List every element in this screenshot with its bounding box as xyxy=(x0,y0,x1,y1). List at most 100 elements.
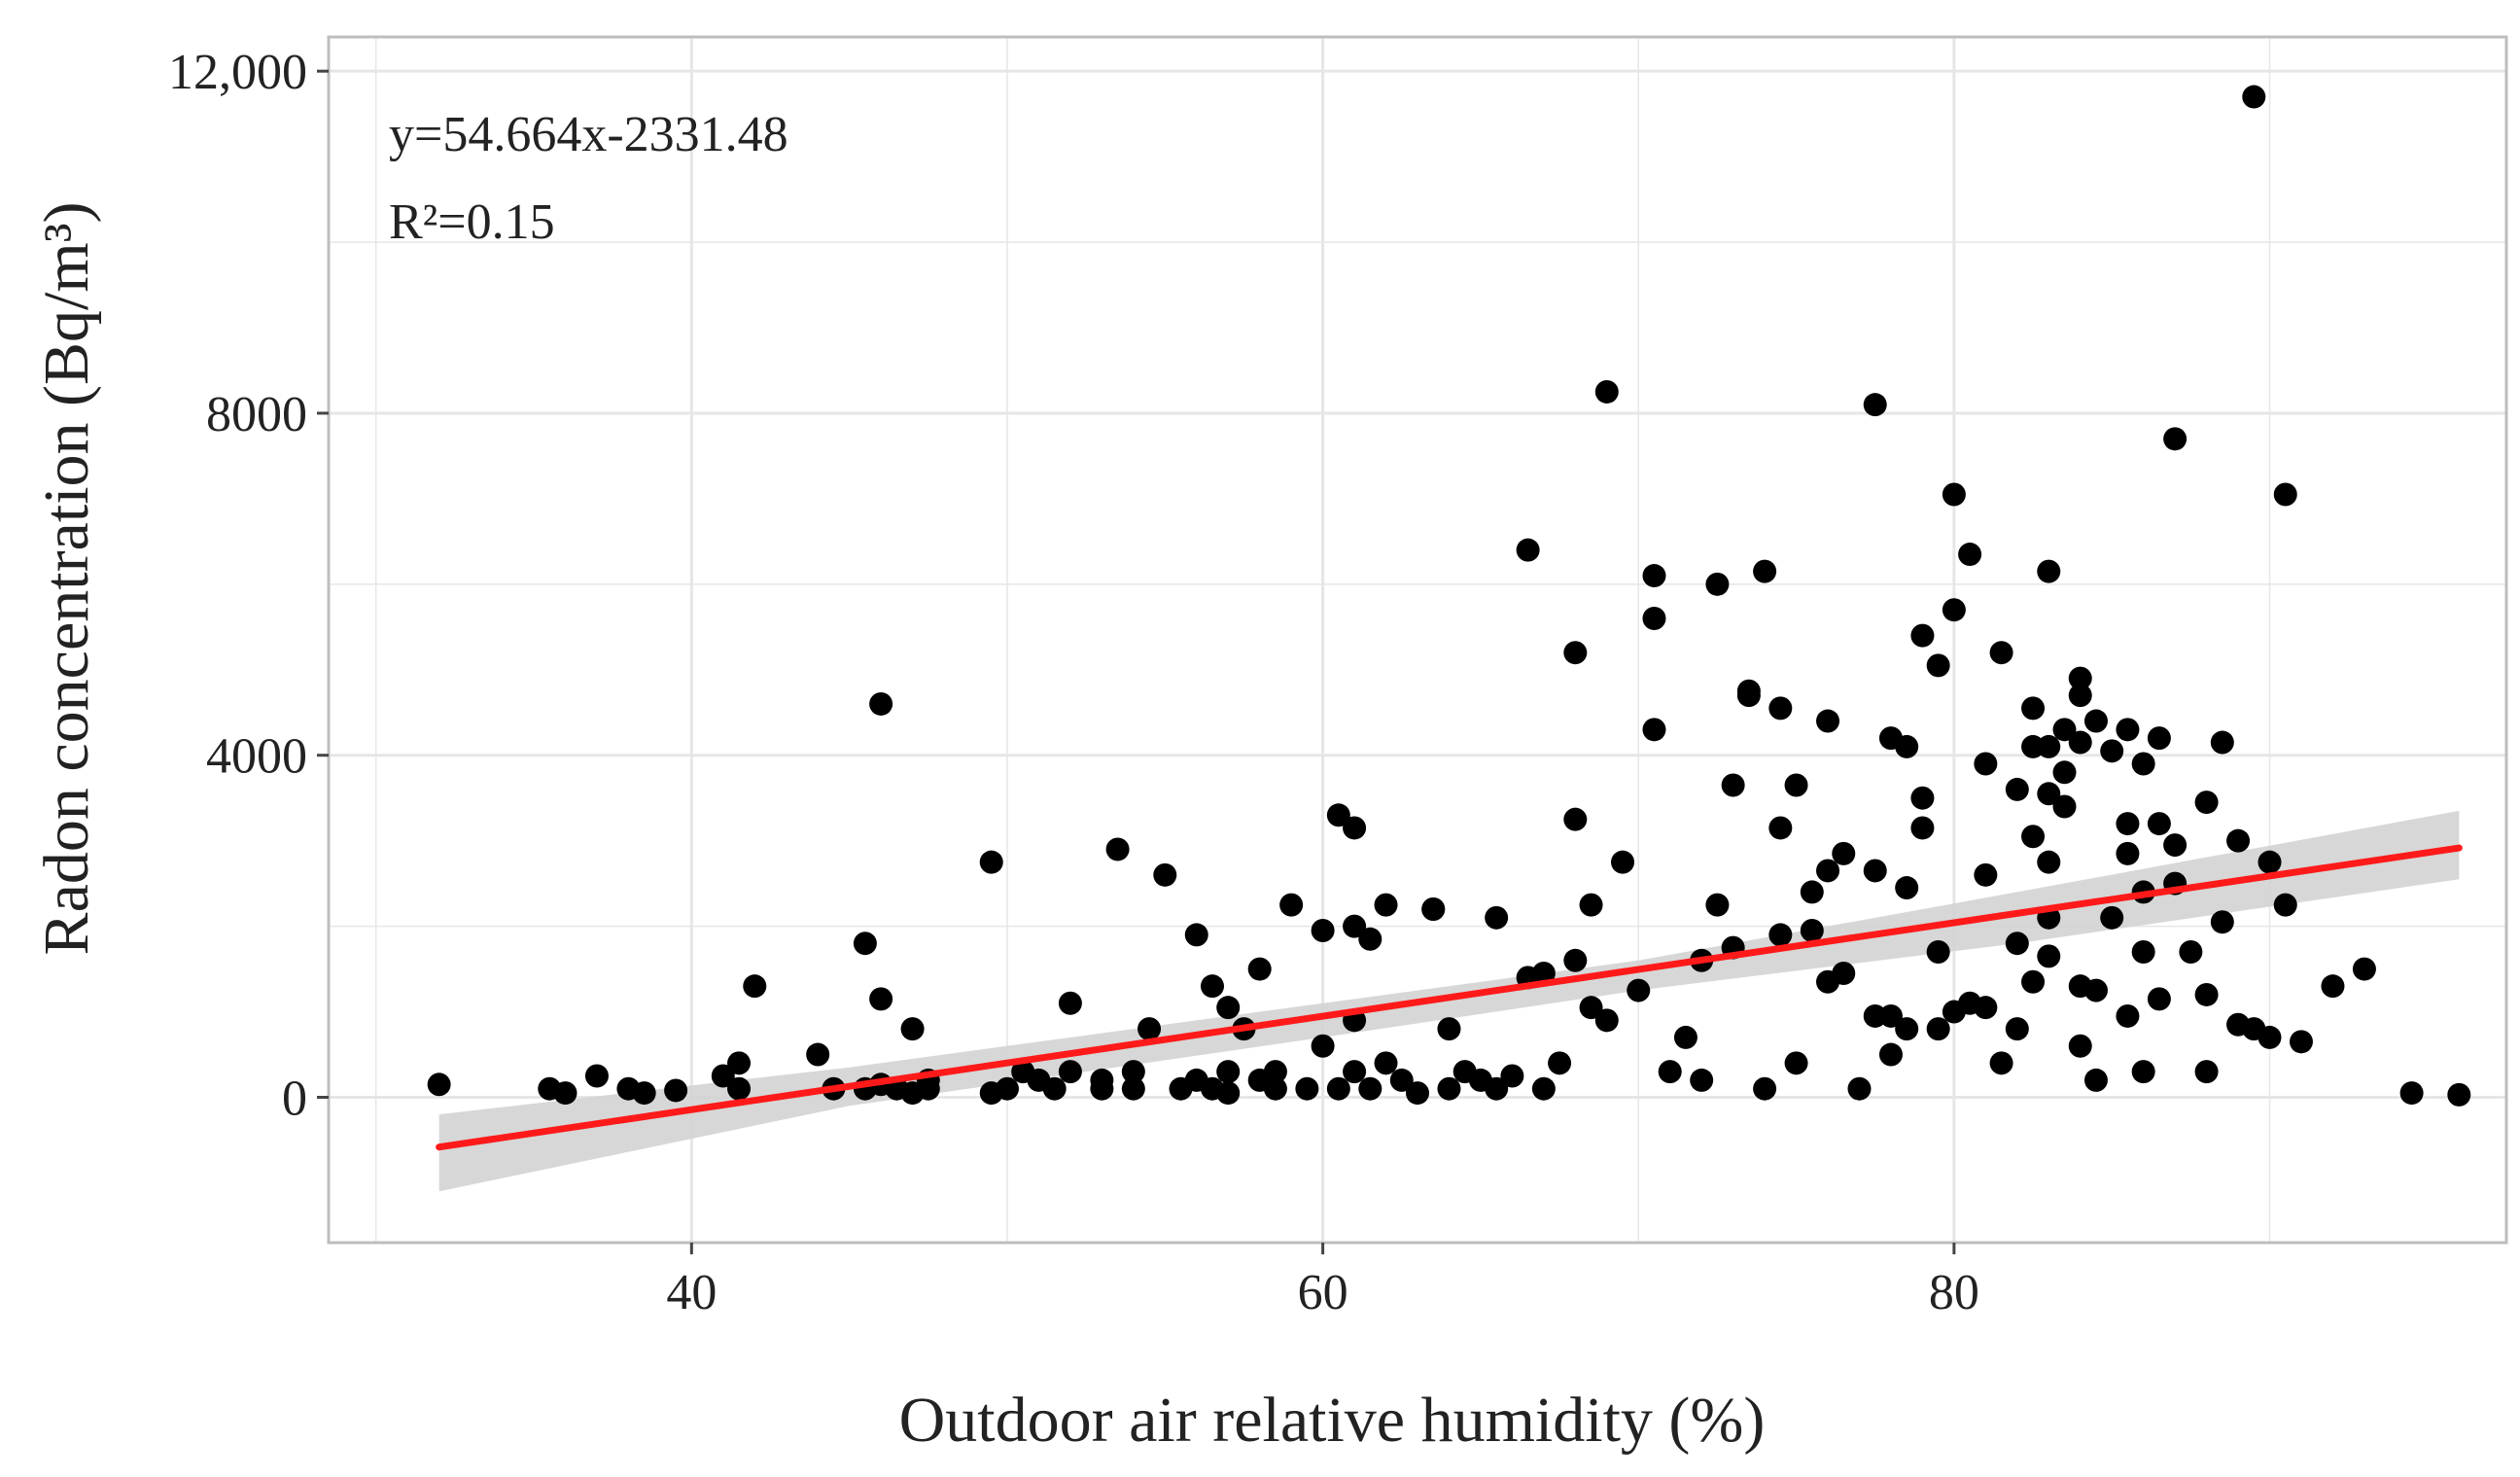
data-point xyxy=(1690,1068,1714,1092)
data-point xyxy=(1847,1076,1872,1101)
data-point xyxy=(1121,1060,1145,1084)
data-point xyxy=(1437,1076,1461,1101)
data-point xyxy=(2194,791,2219,815)
data-point xyxy=(1311,919,1335,943)
data-point xyxy=(1642,607,1666,631)
data-point xyxy=(584,1064,609,1088)
data-point xyxy=(1374,1051,1398,1075)
data-point xyxy=(2194,982,2219,1006)
data-point xyxy=(2021,825,2046,849)
data-point xyxy=(1705,893,1730,917)
data-point xyxy=(1926,939,1950,964)
data-point xyxy=(1311,1034,1335,1058)
data-point xyxy=(2289,1030,2313,1054)
data-point xyxy=(2083,1068,2108,1092)
data-point xyxy=(1974,752,1998,776)
data-point xyxy=(2147,987,2171,1011)
data-point xyxy=(1216,996,1241,1020)
data-point xyxy=(1216,1081,1241,1106)
data-point xyxy=(1184,923,1208,947)
data-point xyxy=(2131,752,2155,776)
data-point xyxy=(1878,1042,1903,1067)
data-point xyxy=(1768,923,1793,947)
data-point xyxy=(2258,1025,2282,1049)
data-point xyxy=(1563,807,1588,831)
data-point xyxy=(632,1081,656,1106)
x-tick-label: 40 xyxy=(666,1265,717,1320)
confidence-band-area xyxy=(438,810,2460,1192)
data-point xyxy=(2005,777,2029,801)
data-point xyxy=(2147,812,2171,836)
data-point xyxy=(1863,393,1887,417)
data-point xyxy=(2179,939,2203,964)
data-point xyxy=(1531,961,1556,985)
data-point xyxy=(1343,816,1367,840)
data-point xyxy=(1611,850,1635,874)
data-point xyxy=(1895,1017,1919,1041)
data-point xyxy=(1800,880,1824,904)
data-point xyxy=(1942,598,1966,622)
data-point xyxy=(2005,1017,2029,1041)
data-point xyxy=(1784,1051,1808,1075)
annotation-equation: y=54.664x-2331.48 xyxy=(389,107,788,162)
regression-line xyxy=(436,844,2463,1151)
data-point xyxy=(2210,730,2234,755)
data-point xyxy=(2100,905,2124,930)
data-point xyxy=(900,1017,925,1041)
data-point xyxy=(711,1064,735,1088)
annotation-r-squared: R²=0.15 xyxy=(389,194,555,250)
data-point xyxy=(1926,1017,1950,1041)
data-point xyxy=(1942,482,1966,507)
data-point xyxy=(1721,773,1745,797)
data-point xyxy=(1768,816,1793,840)
data-point xyxy=(1768,696,1793,721)
plot-frame xyxy=(327,35,2508,1245)
data-point xyxy=(2068,666,2092,690)
data-point xyxy=(1878,1003,1903,1028)
data-point xyxy=(2273,893,2297,917)
data-point xyxy=(1816,709,1840,733)
data-point xyxy=(743,974,767,999)
y-tick-label: 12,000 xyxy=(168,45,307,100)
data-point xyxy=(1105,837,1130,862)
data-point xyxy=(2194,1060,2219,1084)
data-point xyxy=(1389,1068,1414,1092)
data-point xyxy=(664,1078,688,1103)
data-point xyxy=(1642,718,1666,742)
data-point xyxy=(2037,850,2061,874)
data-point xyxy=(1343,914,1367,938)
y-tick-label: 0 xyxy=(282,1071,307,1126)
data-point xyxy=(2447,1082,2471,1107)
data-point xyxy=(1753,1076,1777,1101)
x-axis-title: Outdoor air relative humidity (%) xyxy=(899,1385,1766,1456)
data-point xyxy=(2021,696,2046,721)
data-point xyxy=(2163,427,2188,451)
data-point xyxy=(2226,828,2251,853)
data-point xyxy=(2258,850,2282,874)
data-point xyxy=(727,1076,752,1101)
data-point xyxy=(2352,957,2376,981)
data-point xyxy=(1910,816,1935,840)
data-point xyxy=(2083,978,2108,1002)
data-point xyxy=(1326,1076,1350,1101)
data-point xyxy=(1673,1025,1698,1049)
data-point xyxy=(1863,859,1887,883)
confidence-band xyxy=(438,810,2460,1192)
y-axis-title: Radon concentration (Bq/m³) xyxy=(31,202,102,956)
data-point xyxy=(1121,1076,1145,1101)
data-point xyxy=(1548,1051,1572,1075)
data-point xyxy=(1736,684,1761,708)
data-point xyxy=(1832,961,1856,985)
data-point xyxy=(1579,893,1603,917)
data-point xyxy=(1263,1076,1287,1101)
data-point xyxy=(1753,559,1777,583)
data-point xyxy=(2100,739,2124,763)
data-point xyxy=(1816,859,1840,883)
data-point xyxy=(2147,726,2171,751)
data-point xyxy=(2163,833,2188,858)
data-point xyxy=(2083,709,2108,733)
data-points xyxy=(427,85,2471,1107)
data-point xyxy=(727,1051,752,1075)
data-point xyxy=(1200,974,1224,999)
